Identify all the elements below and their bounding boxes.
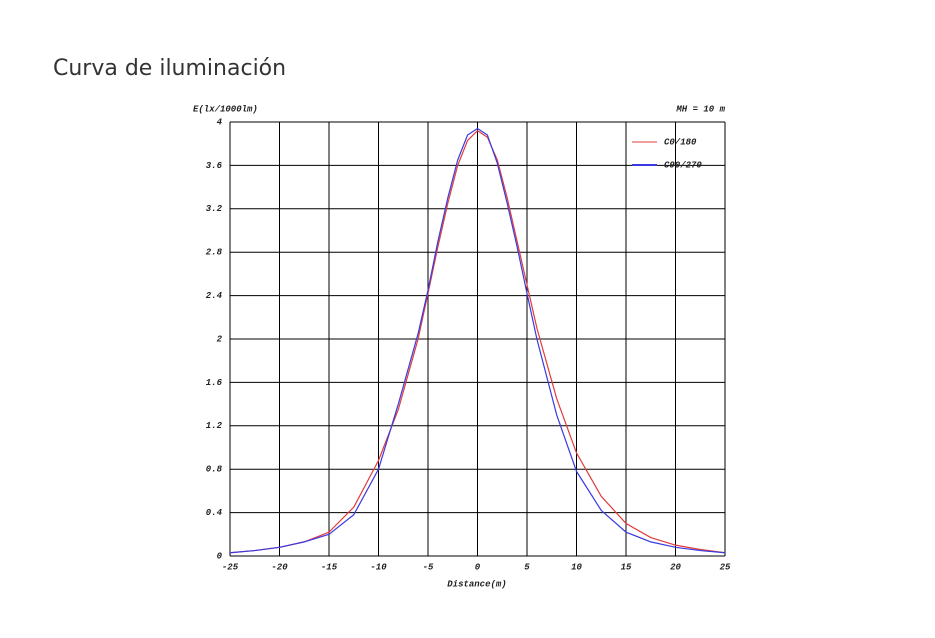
- y-tick-label: 4: [217, 117, 223, 127]
- y-tick-label: 3.2: [206, 204, 223, 214]
- x-tick-label: 25: [720, 562, 731, 572]
- y-tick-label: 1.6: [206, 378, 223, 388]
- legend-label: C0/180: [664, 137, 697, 147]
- y-tick-label: 2.8: [206, 248, 223, 258]
- x-tick-label: -20: [271, 562, 288, 572]
- x-tick-label: 15: [621, 562, 632, 572]
- y-tick-label: 0.8: [206, 465, 223, 475]
- x-tick-label: 10: [571, 562, 582, 572]
- x-tick-label: -5: [423, 562, 434, 572]
- series-line: [229, 127, 726, 554]
- y-tick-label: 3.6: [206, 161, 223, 171]
- page-title: Curva de iluminación: [53, 56, 287, 81]
- x-tick-label: 20: [670, 562, 681, 572]
- y-tick-label: 0.4: [206, 508, 223, 518]
- legend-label: C90/270: [664, 160, 702, 170]
- y-tick-label: 2.4: [206, 291, 223, 301]
- x-tick-label: 5: [524, 562, 530, 572]
- y-tick-label: 0: [217, 551, 223, 561]
- x-axis-label: Distance(m): [447, 579, 506, 589]
- annotation: MH = 10 m: [675, 104, 725, 114]
- x-tick-label: -25: [222, 562, 239, 572]
- x-tick-label: -10: [370, 562, 387, 572]
- y-axis-label: E(lx/1000lm): [193, 104, 258, 114]
- series-line: [229, 130, 726, 554]
- x-tick-label: 0: [475, 562, 481, 572]
- y-tick-label: 2: [217, 334, 223, 344]
- y-tick-label: 1.2: [206, 421, 223, 431]
- x-tick-label: -15: [321, 562, 338, 572]
